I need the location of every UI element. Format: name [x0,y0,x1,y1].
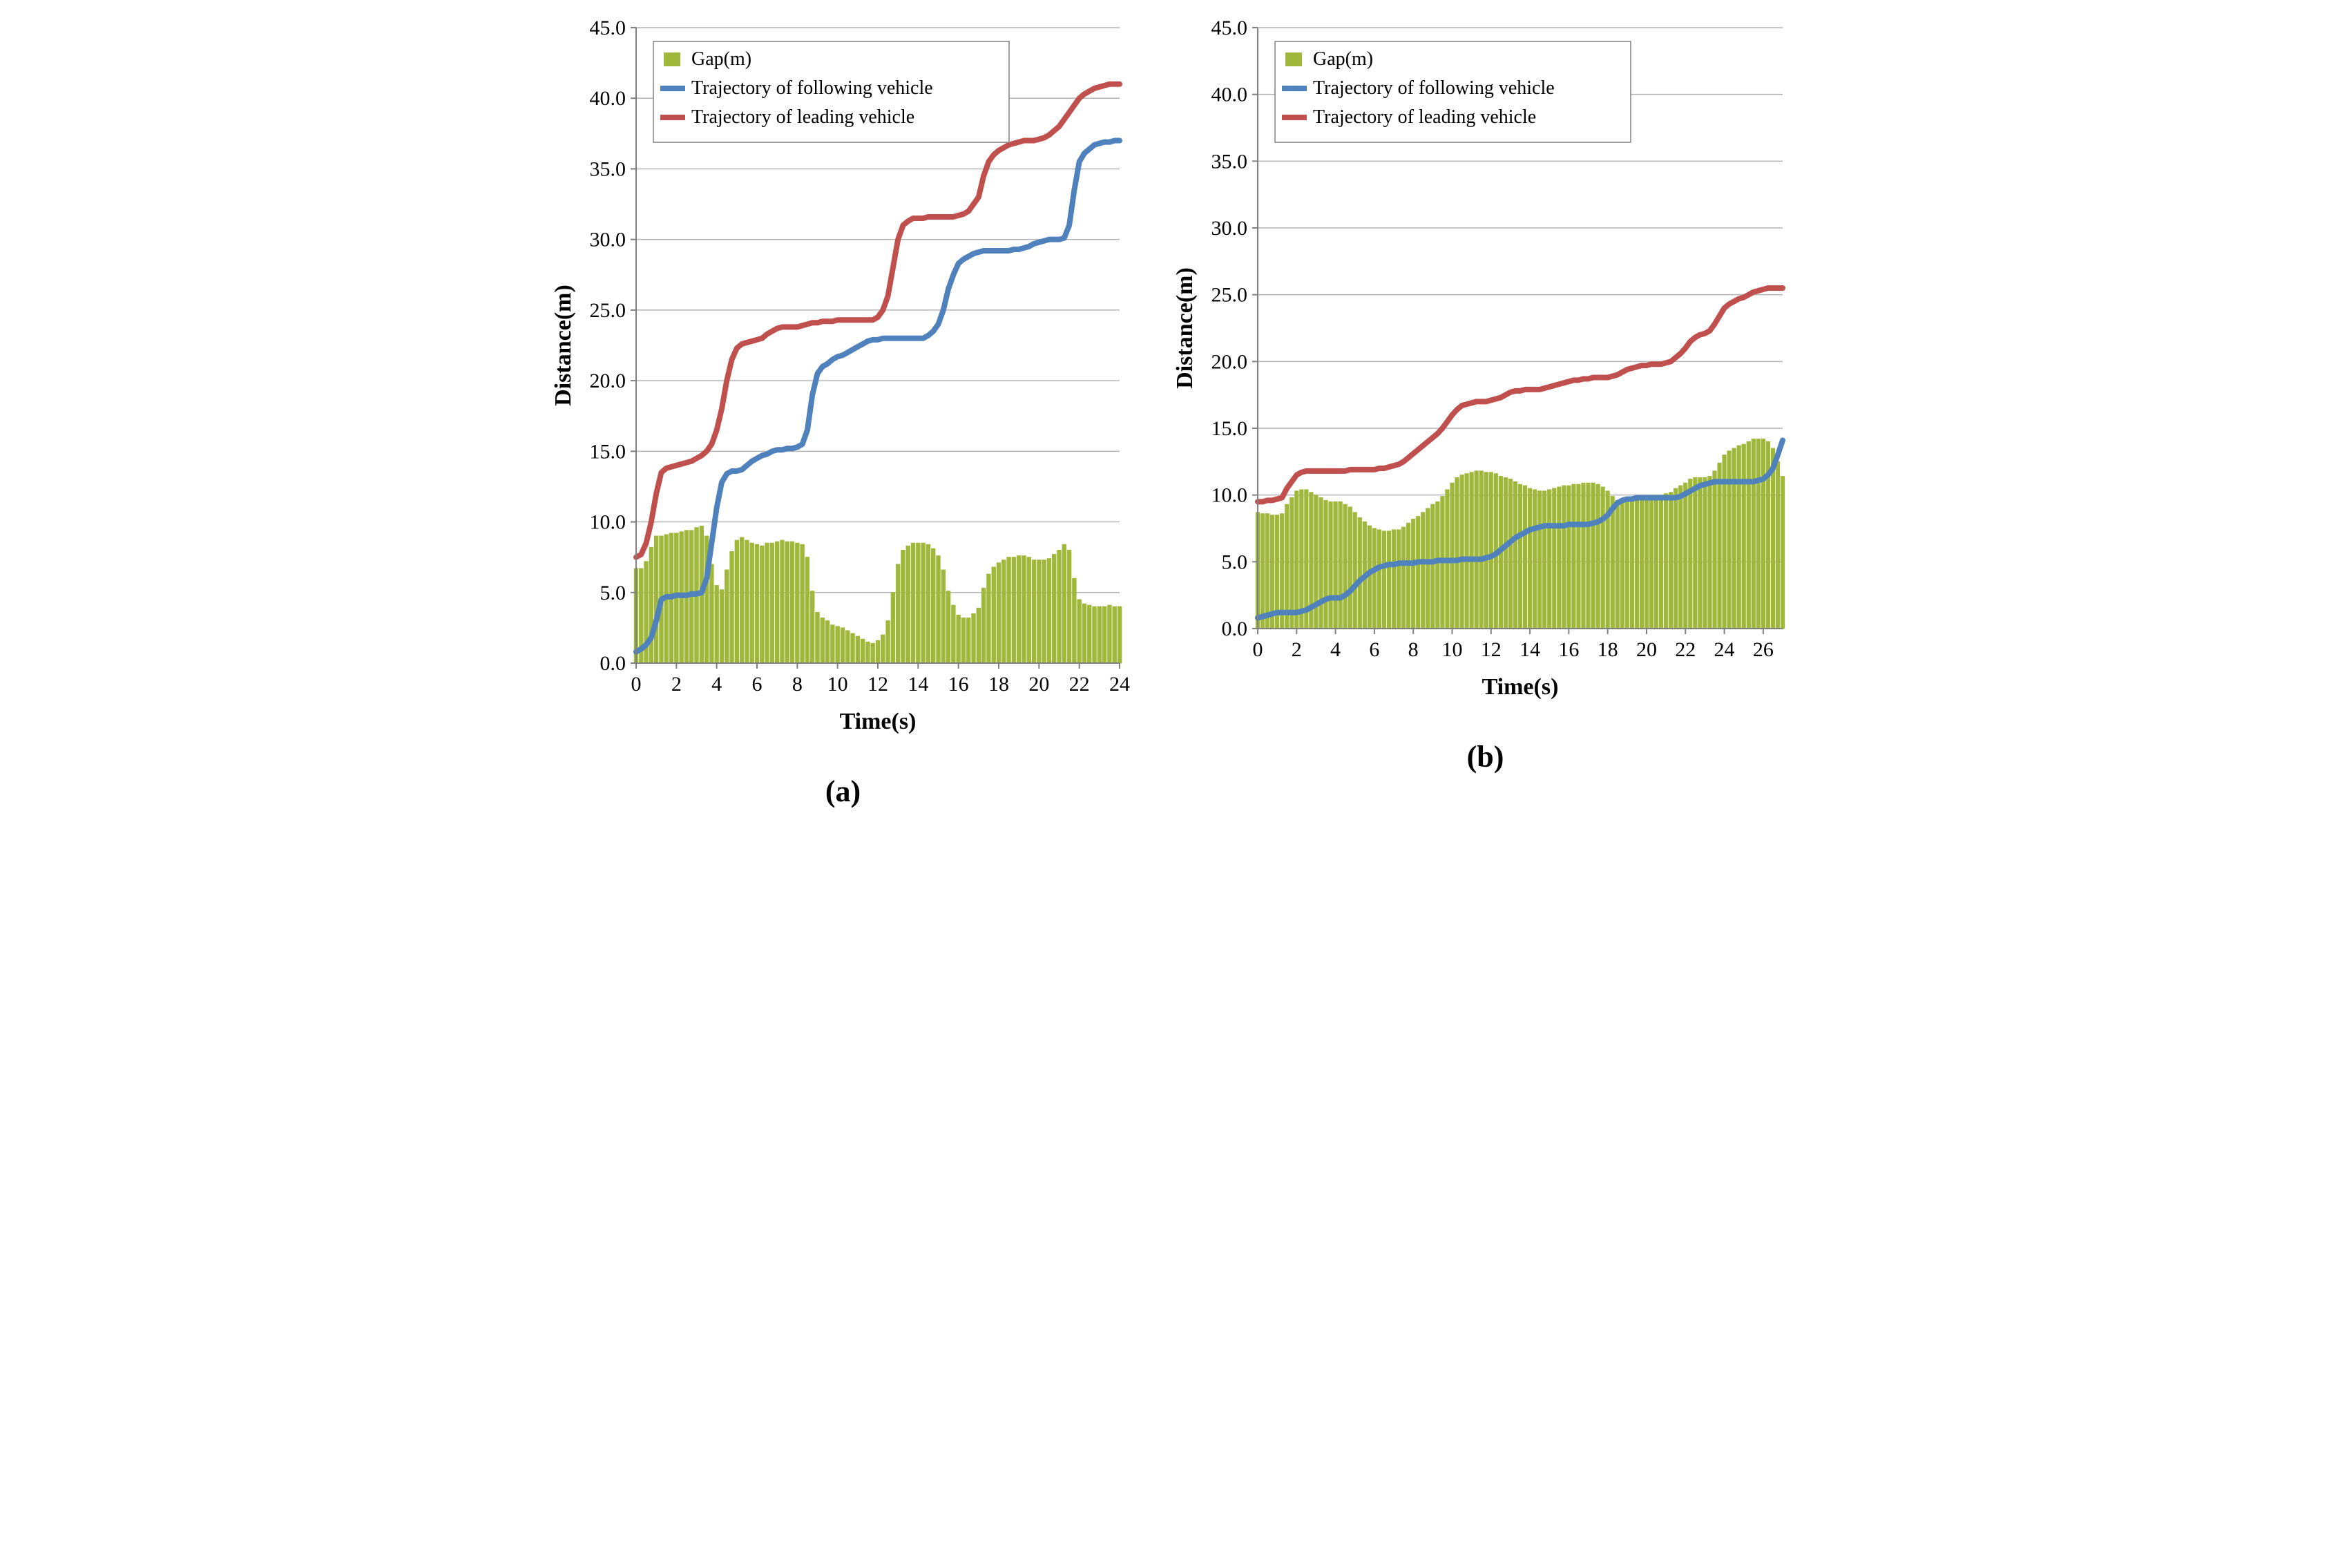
svg-text:8: 8 [792,673,802,696]
svg-text:40.0: 40.0 [589,87,626,110]
panel-a: 0.0 5.0 10.0 15.0 20.0 25.0 30.0 35.0 40.0 45.0 0 2… [546,14,1140,809]
chart-b-box: 0.0 5.0 10.0 15.0 20.0 25.0 30.0 35.0 40.0 45.0 0 2… [1168,14,1803,718]
chart-a-svg: 0.0 5.0 10.0 15.0 20.0 25.0 30.0 35.0 40.0 45.0 0 2… [546,14,1140,753]
svg-text:22: 22 [1675,638,1696,661]
svg-text:45.0: 45.0 [1211,17,1247,39]
svg-text:4: 4 [711,673,722,696]
subcaption-a: (a) [825,774,861,809]
svg-text:15.0: 15.0 [1211,417,1247,440]
svg-text:18: 18 [988,673,1009,696]
panel-b: 0.0 5.0 10.0 15.0 20.0 25.0 30.0 35.0 40.0 45.0 0 2… [1168,14,1803,774]
svg-text:22: 22 [1068,673,1089,696]
svg-text:10: 10 [827,673,847,696]
svg-text:35.0: 35.0 [589,157,626,180]
svg-text:0.0: 0.0 [600,652,626,675]
svg-text:40.0: 40.0 [1211,84,1247,106]
svg-text:Trajectory of leading vehicle: Trajectory of leading vehicle [691,106,914,128]
svg-text:20.0: 20.0 [1211,350,1247,373]
svg-text:16: 16 [948,673,968,696]
svg-text:20.0: 20.0 [589,370,626,392]
subcaption-b: (b) [1467,739,1504,774]
svg-text:10.0: 10.0 [1211,484,1247,507]
svg-text:Trajectory of following vehicl: Trajectory of following vehicle [1313,77,1555,99]
svg-text:18: 18 [1597,638,1618,661]
svg-text:25.0: 25.0 [1211,284,1247,307]
svg-text:Gap(m): Gap(m) [691,48,751,70]
svg-text:15.0: 15.0 [589,440,626,463]
svg-text:2: 2 [671,673,681,696]
svg-text:6: 6 [1369,638,1379,661]
svg-text:8: 8 [1408,638,1418,661]
svg-text:24: 24 [1714,638,1734,661]
svg-text:2: 2 [1291,638,1301,661]
figure-wrap: 0.05.010.015.020.025.030.035.040.045.002… [0,0,2349,816]
chart-b-svg: 0.0 5.0 10.0 15.0 20.0 25.0 30.0 35.0 40.0 45.0 0 2… [1168,14,1803,718]
svg-text:24: 24 [1109,673,1130,696]
chart-a-box: 0.0 5.0 10.0 15.0 20.0 25.0 30.0 35.0 40.0 45.0 0 2… [546,14,1140,753]
svg-text:25.0: 25.0 [589,299,626,322]
svg-text:16: 16 [1558,638,1579,661]
svg-text:5.0: 5.0 [1221,551,1247,573]
svg-text:10: 10 [1441,638,1462,661]
svg-text:Distance(m): Distance(m) [550,285,576,406]
svg-text:14: 14 [1519,638,1540,661]
svg-text:20: 20 [1028,673,1049,696]
svg-text:30.0: 30.0 [1211,217,1247,240]
svg-text:0: 0 [631,673,641,696]
svg-text:14: 14 [908,673,928,696]
svg-text:45.0: 45.0 [589,17,626,39]
svg-text:20: 20 [1636,638,1656,661]
svg-text:30.0: 30.0 [589,229,626,251]
svg-text:0: 0 [1252,638,1263,661]
svg-text:10.0: 10.0 [589,511,626,534]
svg-text:12: 12 [867,673,888,696]
svg-text:26: 26 [1752,638,1773,661]
svg-text:Time(s): Time(s) [1482,674,1558,700]
svg-text:6: 6 [751,673,762,696]
svg-text:Distance(m): Distance(m) [1172,267,1198,389]
svg-text:Trajectory of leading vehicle: Trajectory of leading vehicle [1313,106,1536,128]
svg-text:Trajectory of following vehicl: Trajectory of following vehicle [691,77,933,99]
svg-text:Gap(m): Gap(m) [1313,48,1373,70]
svg-text:35.0: 35.0 [1211,150,1247,173]
svg-text:0.0: 0.0 [1221,618,1247,640]
svg-text:Time(s): Time(s) [839,709,916,734]
svg-text:5.0: 5.0 [600,582,626,604]
svg-text:12: 12 [1480,638,1501,661]
svg-text:4: 4 [1330,638,1341,661]
